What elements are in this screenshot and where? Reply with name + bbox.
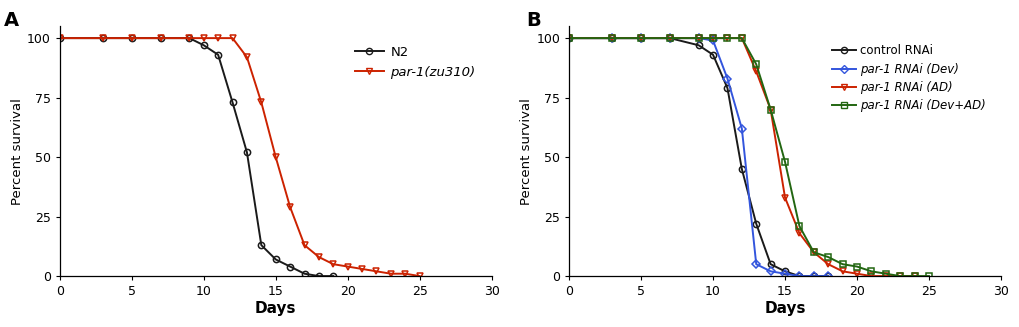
- Text: B: B: [526, 11, 540, 30]
- Y-axis label: Percent survival: Percent survival: [520, 98, 533, 205]
- X-axis label: Days: Days: [255, 301, 297, 316]
- Legend: N2, par-1(zu310): N2, par-1(zu310): [350, 40, 480, 84]
- Legend: control RNAi, par-1 RNAi (Dev), par-1 RNAi (AD), par-1 RNAi (Dev+AD): control RNAi, par-1 RNAi (Dev), par-1 RN…: [826, 40, 989, 117]
- Y-axis label: Percent survival: Percent survival: [11, 98, 24, 205]
- Text: A: A: [4, 11, 18, 30]
- X-axis label: Days: Days: [763, 301, 805, 316]
